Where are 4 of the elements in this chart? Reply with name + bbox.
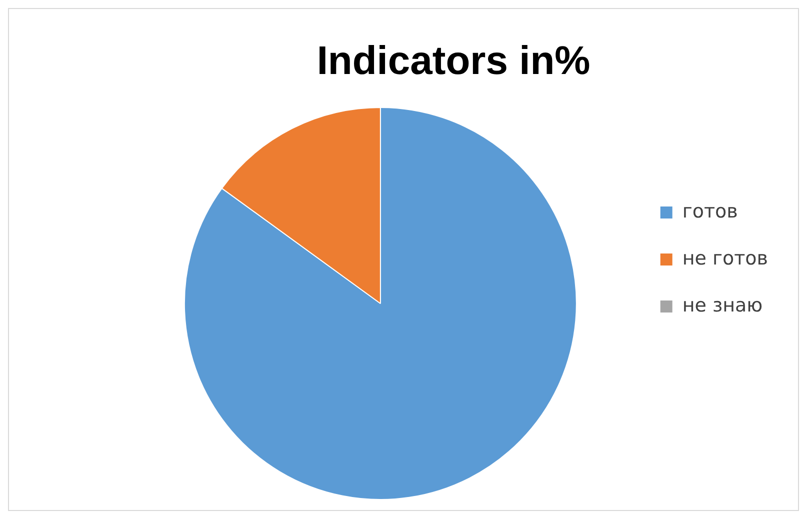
legend-label: готов — [682, 200, 738, 222]
chart-title: Indicators in% — [316, 39, 590, 84]
legend-label: не готов — [682, 247, 768, 270]
legend-label: не знаю — [682, 294, 763, 316]
